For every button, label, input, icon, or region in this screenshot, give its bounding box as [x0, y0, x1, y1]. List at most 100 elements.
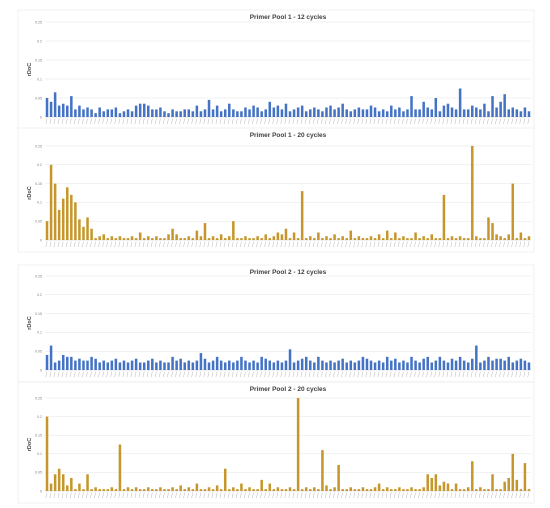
x-tick-mark	[98, 371, 100, 378]
bar	[450, 107, 454, 117]
bar	[130, 236, 134, 240]
chart-title: Primer Pool 1 - 12 cycles	[250, 14, 327, 21]
x-tick-mark	[418, 492, 420, 499]
bar	[66, 485, 69, 491]
bar	[309, 489, 312, 491]
x-tick-mark	[333, 241, 335, 248]
bar	[260, 479, 263, 491]
y-tick-label: 0.05	[35, 96, 42, 100]
bar	[203, 489, 207, 491]
bar	[458, 489, 462, 491]
x-tick-mark	[110, 118, 113, 125]
bar	[191, 362, 195, 370]
x-tick-mark	[264, 241, 266, 248]
bar	[515, 109, 519, 117]
bar	[434, 474, 438, 491]
x-tick-mark	[57, 492, 60, 499]
x-tick-mark	[519, 371, 522, 378]
x-tick-mark	[300, 492, 303, 499]
bar	[503, 481, 506, 491]
x-tick-mark	[227, 118, 230, 125]
bar	[232, 221, 235, 240]
chart-panel-1: Primer Pool 1 - 12 cycles 0 0.05 0.1 0.15 0.2…	[17, 9, 535, 130]
x-tick-mark	[329, 492, 331, 499]
x-tick-mark	[171, 492, 173, 499]
bar	[199, 353, 203, 370]
x-tick-mark	[82, 241, 84, 248]
bar	[337, 107, 340, 117]
bar	[309, 360, 312, 370]
bar	[430, 477, 434, 491]
bar	[471, 105, 474, 117]
x-tick-mark	[499, 118, 501, 125]
bar	[284, 360, 288, 370]
x-tick-mark	[106, 371, 109, 378]
bar	[466, 109, 470, 117]
y-tick-label: 0.05	[35, 350, 42, 354]
bar	[159, 487, 162, 491]
bar	[410, 487, 413, 491]
x-tick-mark	[138, 371, 141, 378]
bar	[479, 487, 482, 491]
bar	[466, 238, 470, 240]
x-tick-mark	[434, 371, 437, 378]
bar	[98, 362, 101, 370]
x-tick-mark	[357, 118, 360, 125]
x-tick-mark	[264, 371, 266, 378]
x-tick-mark	[320, 118, 323, 125]
bar	[471, 461, 474, 491]
x-tick-mark	[252, 371, 254, 378]
bar	[507, 477, 510, 491]
x-tick-mark	[329, 118, 331, 125]
x-tick-mark	[329, 371, 331, 378]
x-tick-mark	[454, 241, 457, 248]
bar	[232, 362, 235, 370]
x-tick-mark	[77, 241, 80, 248]
bar	[211, 236, 215, 240]
x-tick-mark	[434, 118, 437, 125]
bar	[244, 107, 247, 117]
x-tick-mark	[381, 118, 384, 125]
x-tick-mark	[426, 492, 428, 499]
x-tick-mark	[231, 371, 234, 378]
bar	[102, 111, 105, 117]
bar	[256, 489, 259, 491]
bar	[167, 234, 170, 240]
x-tick-mark	[231, 241, 234, 248]
x-tick-mark	[199, 371, 202, 378]
x-tick-mark	[98, 241, 100, 248]
x-tick-mark	[191, 371, 194, 378]
bar	[414, 109, 417, 117]
bar	[90, 109, 93, 117]
bar	[365, 109, 369, 117]
x-tick-mark	[527, 118, 530, 125]
x-tick-mark	[466, 492, 469, 499]
x-tick-mark	[377, 241, 380, 248]
x-tick-mark	[288, 118, 291, 125]
bar	[78, 105, 81, 117]
x-tick-mark	[256, 118, 258, 125]
x-tick-mark	[167, 492, 169, 499]
bar	[57, 209, 61, 240]
x-tick-mark	[244, 371, 246, 378]
x-tick-mark	[345, 371, 347, 378]
x-tick-mark	[519, 118, 522, 125]
bar	[90, 356, 93, 370]
x-tick-mark	[248, 492, 250, 499]
bar	[499, 101, 502, 117]
bar	[527, 489, 531, 491]
x-tick-mark	[264, 492, 266, 499]
x-tick-mark	[446, 371, 449, 378]
bar	[446, 103, 450, 117]
bar	[414, 360, 417, 370]
bar	[126, 362, 130, 370]
bar	[321, 450, 324, 491]
bar	[309, 109, 312, 117]
x-tick-mark	[397, 241, 400, 248]
bar	[223, 238, 227, 240]
bar	[94, 487, 97, 491]
bar	[329, 489, 332, 491]
x-tick-mark	[357, 492, 360, 499]
bar	[215, 485, 219, 491]
bar	[126, 109, 130, 117]
